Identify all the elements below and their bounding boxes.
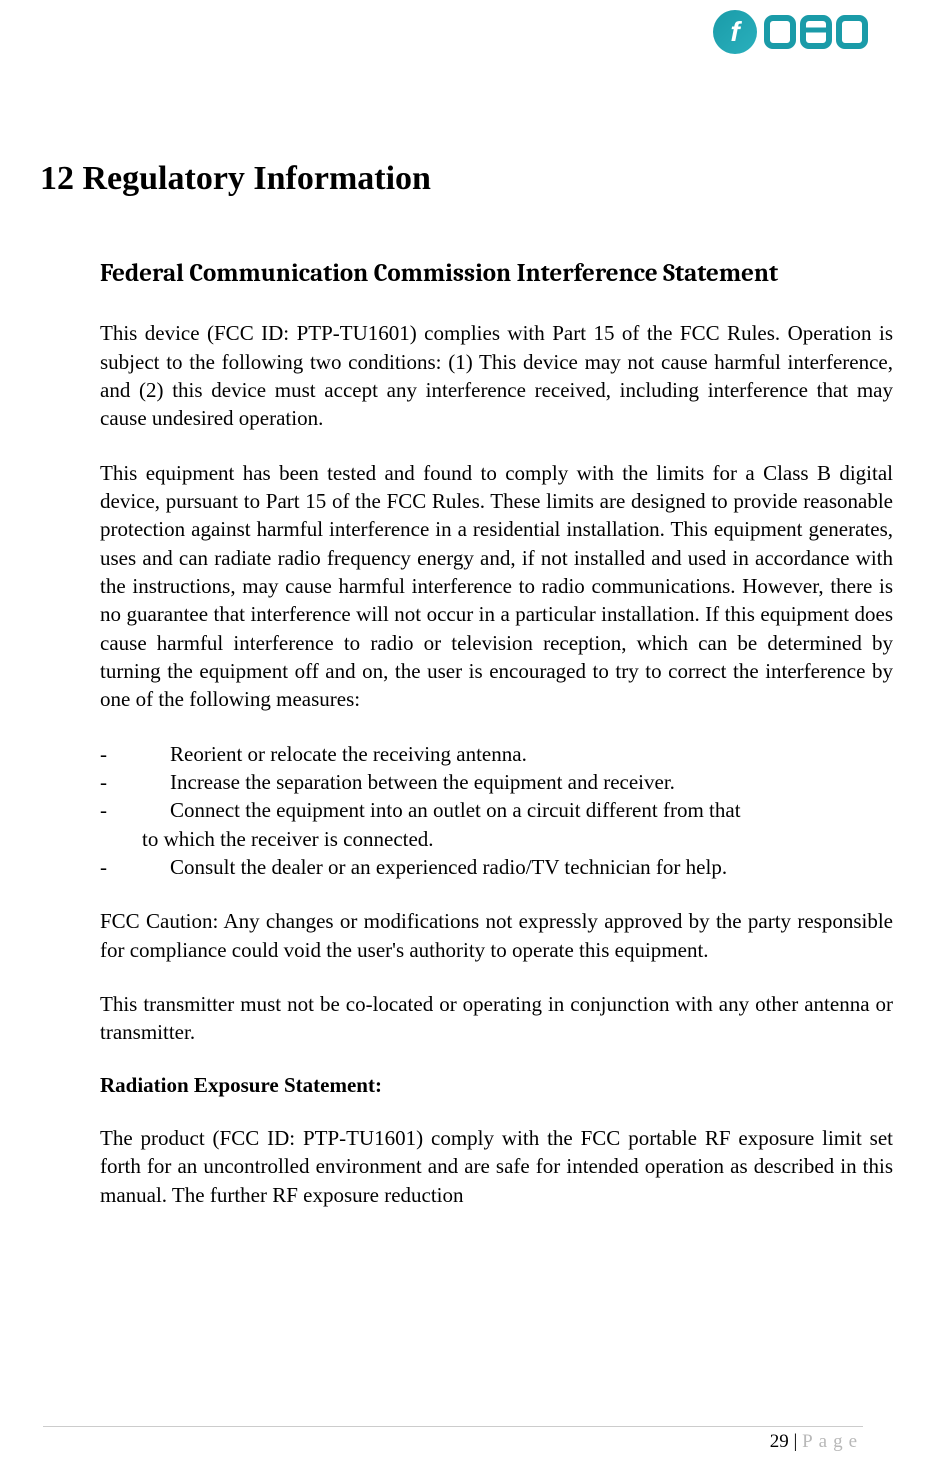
brand-logo: f [713, 10, 873, 54]
subsection-content: Federal Communication Commission Interfe… [100, 258, 893, 1209]
bullet-item: - Connect the equipment into an outlet o… [100, 796, 893, 824]
bullet-text: Reorient or relocate the receiving anten… [170, 740, 893, 768]
section-title: 12 Regulatory Information [40, 160, 893, 198]
bullet-continuation: to which the receiver is connected. [142, 825, 893, 853]
logo-circle-icon: f [713, 10, 757, 54]
page-label: Page [802, 1431, 863, 1452]
bullet-item: - Increase the separation between the eq… [100, 768, 893, 796]
footer-separator: | [789, 1431, 802, 1452]
main-content: 12 Regulatory Information Federal Commun… [40, 160, 893, 1209]
bullet-dash-icon: - [100, 853, 170, 881]
bullet-item: - Reorient or relocate the receiving ant… [100, 740, 893, 768]
paragraph-4: This transmitter must not be co-located … [100, 990, 893, 1047]
paragraph-1: This device (FCC ID: PTP-TU1601) complie… [100, 319, 893, 432]
bullet-text: Consult the dealer or an experienced rad… [170, 853, 893, 881]
section-number: 12 [40, 160, 74, 197]
bullet-list: - Reorient or relocate the receiving ant… [100, 740, 893, 882]
bullet-dash-icon: - [100, 768, 170, 796]
paragraph-3: FCC Caution: Any changes or modification… [100, 907, 893, 964]
logo-text-obo-icon [763, 14, 873, 50]
section-title-text: Regulatory Information [83, 160, 431, 197]
paragraph-2: This equipment has been tested and found… [100, 459, 893, 714]
bullet-item: - Consult the dealer or an experienced r… [100, 853, 893, 881]
radiation-heading: Radiation Exposure Statement: [100, 1073, 893, 1098]
page-number: 29 [770, 1431, 789, 1452]
logo-letter-f: f [730, 16, 739, 48]
subsection-title: Federal Communication Commission Interfe… [100, 258, 893, 289]
page-footer: 29 | Page [43, 1426, 863, 1453]
bullet-dash-icon: - [100, 740, 170, 768]
bullet-text: Increase the separation between the equi… [170, 768, 893, 796]
bullet-dash-icon: - [100, 796, 170, 824]
bullet-text: Connect the equipment into an outlet on … [170, 796, 893, 824]
paragraph-5: The product (FCC ID: PTP-TU1601) comply … [100, 1124, 893, 1209]
